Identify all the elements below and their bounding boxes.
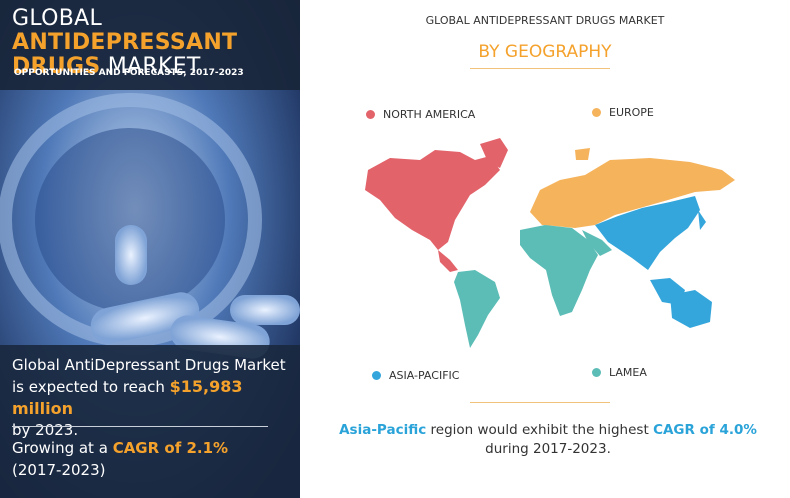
growth-highlight: CAGR of 2.1% [112,439,229,457]
header: GLOBAL ANTIDEPRESSANT DRUGS MARKET OPPORT… [0,0,300,90]
title-highlight: ANTIDEPRESSANT [12,30,238,55]
footer-text: during 2017-2023. [485,441,611,457]
summary: Global AntiDepressant Drugs Market is exp… [12,355,298,441]
asia-pacific [595,196,712,328]
land [480,138,508,168]
map-subtitle: BY GEOGRAPHY [478,42,612,62]
legend-label: ASIA-PACIFIC [389,369,460,382]
divider [470,68,610,69]
north-america [365,138,508,272]
legend-item: ASIA-PACIFIC [372,369,459,382]
growth-text: Growing at a [12,439,108,457]
legend-dot [592,368,601,377]
land [698,210,706,230]
header-subtitle: OPPORTUNITIES AND FORECASTS, 2017-2023 [14,68,244,78]
land [520,225,598,316]
lamea [454,225,612,348]
left-panel: GLOBAL ANTIDEPRESSANT DRUGS MARKET OPPORT… [0,0,300,498]
footer: Asia-Pacific region would exhibit the hi… [300,421,790,459]
land [582,230,612,256]
land [438,250,458,272]
divider [12,426,268,427]
land [365,150,500,250]
land [530,158,735,228]
land [575,148,590,160]
divider [470,402,610,403]
title-highlight: DRUGS [12,54,101,79]
growth: Growing at a CAGR of 2.1% (2017-2023) [12,437,228,481]
header-title: GLOBAL ANTIDEPRESSANT DRUGS MARKET [12,7,300,79]
title-word: GLOBAL [12,6,103,31]
land [595,196,700,270]
summary-text: by 2023. [12,421,79,439]
footer-highlight: CAGR of 4.0% [653,422,757,438]
legend-item: NORTH AMERICA [366,108,475,121]
legend-item: LAMEA [592,366,647,379]
summary-text: Global AntiDepressant Drugs Market [12,356,286,374]
summary-highlight: $15,983 million [12,377,243,418]
summary-text: is expected to reach [12,378,165,396]
growth-period: (2017-2023) [12,461,106,479]
legend-dot [592,108,601,117]
footer-highlight: Asia-Pacific [339,422,427,438]
legend-label: LAMEA [609,366,647,379]
legend-dot [366,110,375,119]
legend-item: EUROPE [592,106,654,119]
land [454,270,500,348]
legend-label: NORTH AMERICA [383,108,476,121]
legend-dot [372,371,381,380]
footer-text: region would exhibit the highest [430,422,649,438]
land [670,290,712,328]
europe [530,148,735,228]
summary-box: Global AntiDepressant Drugs Market is exp… [0,345,300,498]
title-word: MARKET [107,54,201,79]
world-map [365,138,735,348]
legend-label: EUROPE [609,106,654,119]
map-title: GLOBAL ANTIDEPRESSANT DRUGS MARKET [425,14,665,27]
